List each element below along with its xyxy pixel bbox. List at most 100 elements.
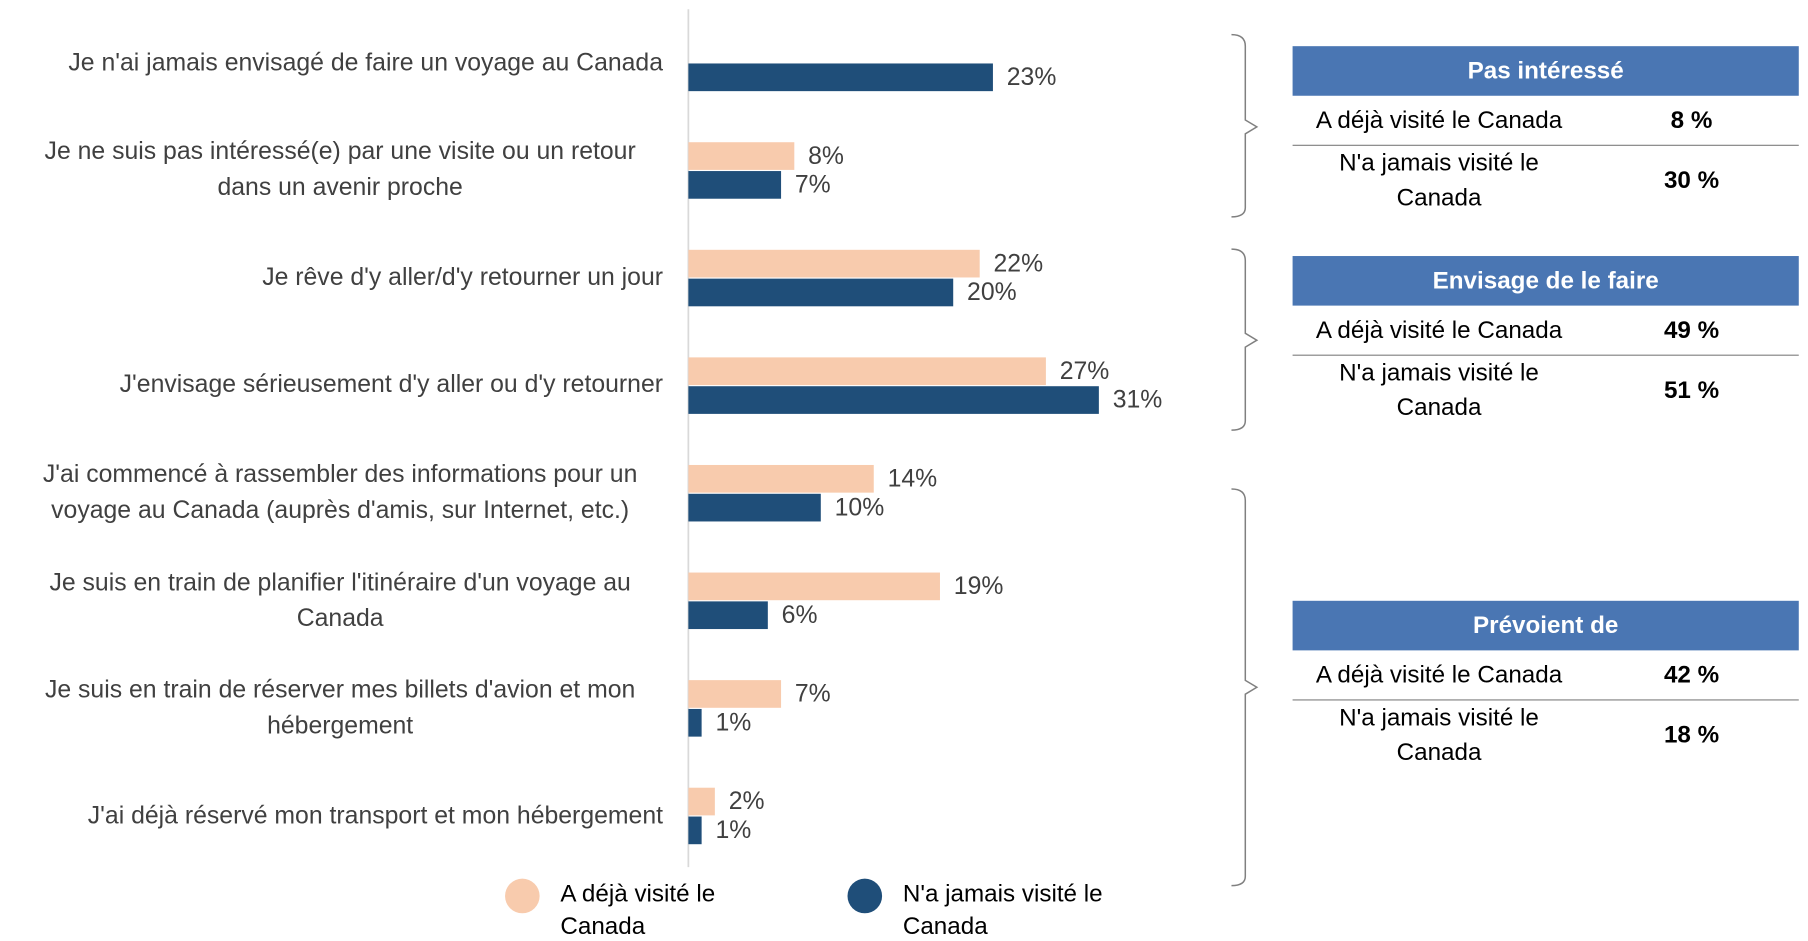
bar xyxy=(688,386,1099,414)
category-label: Je rêve d'y aller/d'y retourner un jour xyxy=(262,263,664,291)
value-label: 19% xyxy=(954,573,1004,600)
category-label-box: Je n'ai jamais envisagé de faire un voya… xyxy=(0,10,663,114)
table-title: Envisage de le faire xyxy=(1432,266,1659,294)
value-label: 10% xyxy=(835,494,885,521)
row-label-wrap: A déjà visité le Canada xyxy=(1293,650,1586,700)
legend-label-wrap: N'a jamais visité le Canada xyxy=(903,879,1105,941)
table-title-wrap: Envisage de le faire xyxy=(1293,256,1799,306)
category-label-wrap: Je ne suis pas intéressé(e) par une visi… xyxy=(0,118,663,222)
legend-swatch xyxy=(847,878,883,914)
category-label: J'ai déjà réservé mon transport et mon h… xyxy=(87,800,664,829)
category-label: Je n'ai jamais envisagé de faire un voya… xyxy=(68,47,664,76)
row-label-wrap: N'a jamais visité le Canada xyxy=(1293,145,1586,216)
bar xyxy=(688,572,940,601)
legend-label: N'a jamais visité le Canada xyxy=(902,880,1103,940)
bar xyxy=(688,787,715,816)
row-value-wrap: 30 % xyxy=(1614,145,1769,216)
category-label-box: Je suis en train de planifier l'itinérai… xyxy=(0,548,663,652)
table-title: Pas intéressé xyxy=(1467,57,1624,84)
table-title-box: Envisage de le faire xyxy=(1293,256,1799,306)
row-value-wrap: 51 % xyxy=(1614,355,1769,426)
row-label: A déjà visité le Canada xyxy=(1315,106,1563,134)
row-label: A déjà visité le Canada xyxy=(1315,316,1563,344)
row-label-box: A déjà visité le Canada xyxy=(1293,306,1586,356)
table-header xyxy=(1292,600,1799,651)
bar xyxy=(688,249,980,278)
row-label-wrap: A déjà visité le Canada xyxy=(1293,96,1586,146)
category-label-box: J'ai commencé à rassembler des informati… xyxy=(0,441,663,545)
bar xyxy=(688,464,874,493)
bracket xyxy=(1231,33,1259,218)
row-value-wrap: 42 % xyxy=(1614,650,1769,700)
bar xyxy=(688,601,768,630)
legend-swatch xyxy=(505,878,540,914)
value-label: 22% xyxy=(994,250,1044,277)
row-label: N'a jamais visité le Canada xyxy=(1339,149,1539,212)
row-value-box: 51 % xyxy=(1614,355,1769,426)
row-value-box: 8 % xyxy=(1614,96,1769,146)
table-title-box: Prévoient de xyxy=(1473,612,1618,639)
row-value-box: 30 % xyxy=(1614,145,1769,216)
row-value-wrap: 8 % xyxy=(1614,96,1769,146)
category-label-wrap: Je n'ai jamais envisagé de faire un voya… xyxy=(0,10,663,114)
row-label: N'a jamais visité le Canada xyxy=(1339,704,1539,766)
value-label: 14% xyxy=(888,466,938,493)
row-label: N'a jamais visité le Canada xyxy=(1339,359,1539,421)
bar xyxy=(688,708,702,737)
row-value-wrap: 49 % xyxy=(1614,306,1769,356)
value-label: 20% xyxy=(967,279,1017,306)
table-header xyxy=(1292,256,1799,306)
bar xyxy=(688,142,795,170)
bar xyxy=(688,493,821,522)
category-label-wrap: J'ai déjà réservé mon transport et mon h… xyxy=(0,763,663,867)
row-label-wrap: A déjà visité le Canada xyxy=(1293,306,1586,356)
category-label: J'envisage sérieusement d'y aller ou d'y… xyxy=(119,370,664,399)
table-header xyxy=(1292,46,1799,96)
row-value: 8 % xyxy=(1670,106,1713,134)
category-label-wrap: Je suis en train de planifier l'itinérai… xyxy=(0,548,663,652)
row-label-box: N'a jamais visité le Canada xyxy=(1293,700,1586,771)
value-label: 27% xyxy=(1060,358,1110,385)
value-label: 1% xyxy=(715,817,751,844)
row-value-wrap: 18 % xyxy=(1614,700,1769,771)
legend-label: A déjà visité le Canada xyxy=(560,880,716,940)
row-value: 18 % xyxy=(1663,721,1720,749)
row-label-box: N'a jamais visité le Canada xyxy=(1293,355,1586,426)
bar xyxy=(688,63,993,92)
category-label: J'ai commencé à rassembler des informati… xyxy=(42,460,638,524)
table-title-box: Pas intéressé xyxy=(1293,46,1799,96)
row-value-box: 42 % xyxy=(1614,650,1769,700)
category-label-box: Je ne suis pas intéressé(e) par une visi… xyxy=(0,118,663,222)
row-value: 49 % xyxy=(1663,316,1720,344)
row-value: 30 % xyxy=(1663,167,1720,194)
category-label-wrap: J'envisage sérieusement d'y aller ou d'y… xyxy=(0,333,663,437)
legend-label-wrap: A déjà visité le Canada xyxy=(560,879,762,941)
bar xyxy=(688,171,782,199)
value-label: 31% xyxy=(1113,387,1163,414)
row-value: 42 % xyxy=(1663,661,1720,688)
table-title-wrap: Pas intéressé xyxy=(1293,46,1799,96)
bracket xyxy=(1231,248,1259,431)
row-value-box: 18 % xyxy=(1614,700,1769,771)
category-label-wrap: J'ai commencé à rassembler des informati… xyxy=(0,441,663,545)
bracket xyxy=(1231,488,1259,887)
value-label: 8% xyxy=(808,143,844,170)
legend-label-box: N'a jamais visité le Canada xyxy=(903,879,1105,941)
value-label: 1% xyxy=(715,709,751,736)
bar xyxy=(688,278,954,307)
category-label-box: J'envisage sérieusement d'y aller ou d'y… xyxy=(0,333,663,437)
bar xyxy=(688,357,1046,386)
category-label-wrap: Je suis en train de réserver mes billets… xyxy=(0,656,663,760)
value-label: 2% xyxy=(729,788,765,815)
row-value: 51 % xyxy=(1663,377,1720,404)
category-label-box: Je rêve d'y aller/d'y retourner un jour xyxy=(262,263,664,291)
category-label: Je suis en train de planifier l'itinérai… xyxy=(49,567,631,632)
bar xyxy=(688,816,702,845)
row-label-wrap: N'a jamais visité le Canada xyxy=(1293,355,1586,426)
value-label: 7% xyxy=(795,172,831,199)
row-label: A déjà visité le Canada xyxy=(1315,661,1563,688)
bar xyxy=(688,680,782,708)
row-label-wrap: N'a jamais visité le Canada xyxy=(1293,700,1586,771)
